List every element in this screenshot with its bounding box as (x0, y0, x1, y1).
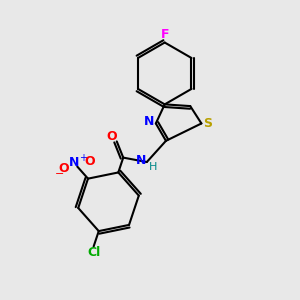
Text: −: − (55, 169, 64, 178)
Text: +: + (79, 153, 87, 163)
Text: Cl: Cl (87, 247, 100, 260)
Text: N: N (144, 116, 154, 128)
Text: O: O (106, 130, 117, 142)
Text: F: F (160, 28, 169, 41)
Text: S: S (203, 117, 212, 130)
Text: N: N (136, 154, 147, 167)
Text: O: O (59, 162, 69, 176)
Text: H: H (149, 162, 158, 172)
Text: N: N (68, 156, 79, 169)
Text: O: O (84, 155, 95, 168)
